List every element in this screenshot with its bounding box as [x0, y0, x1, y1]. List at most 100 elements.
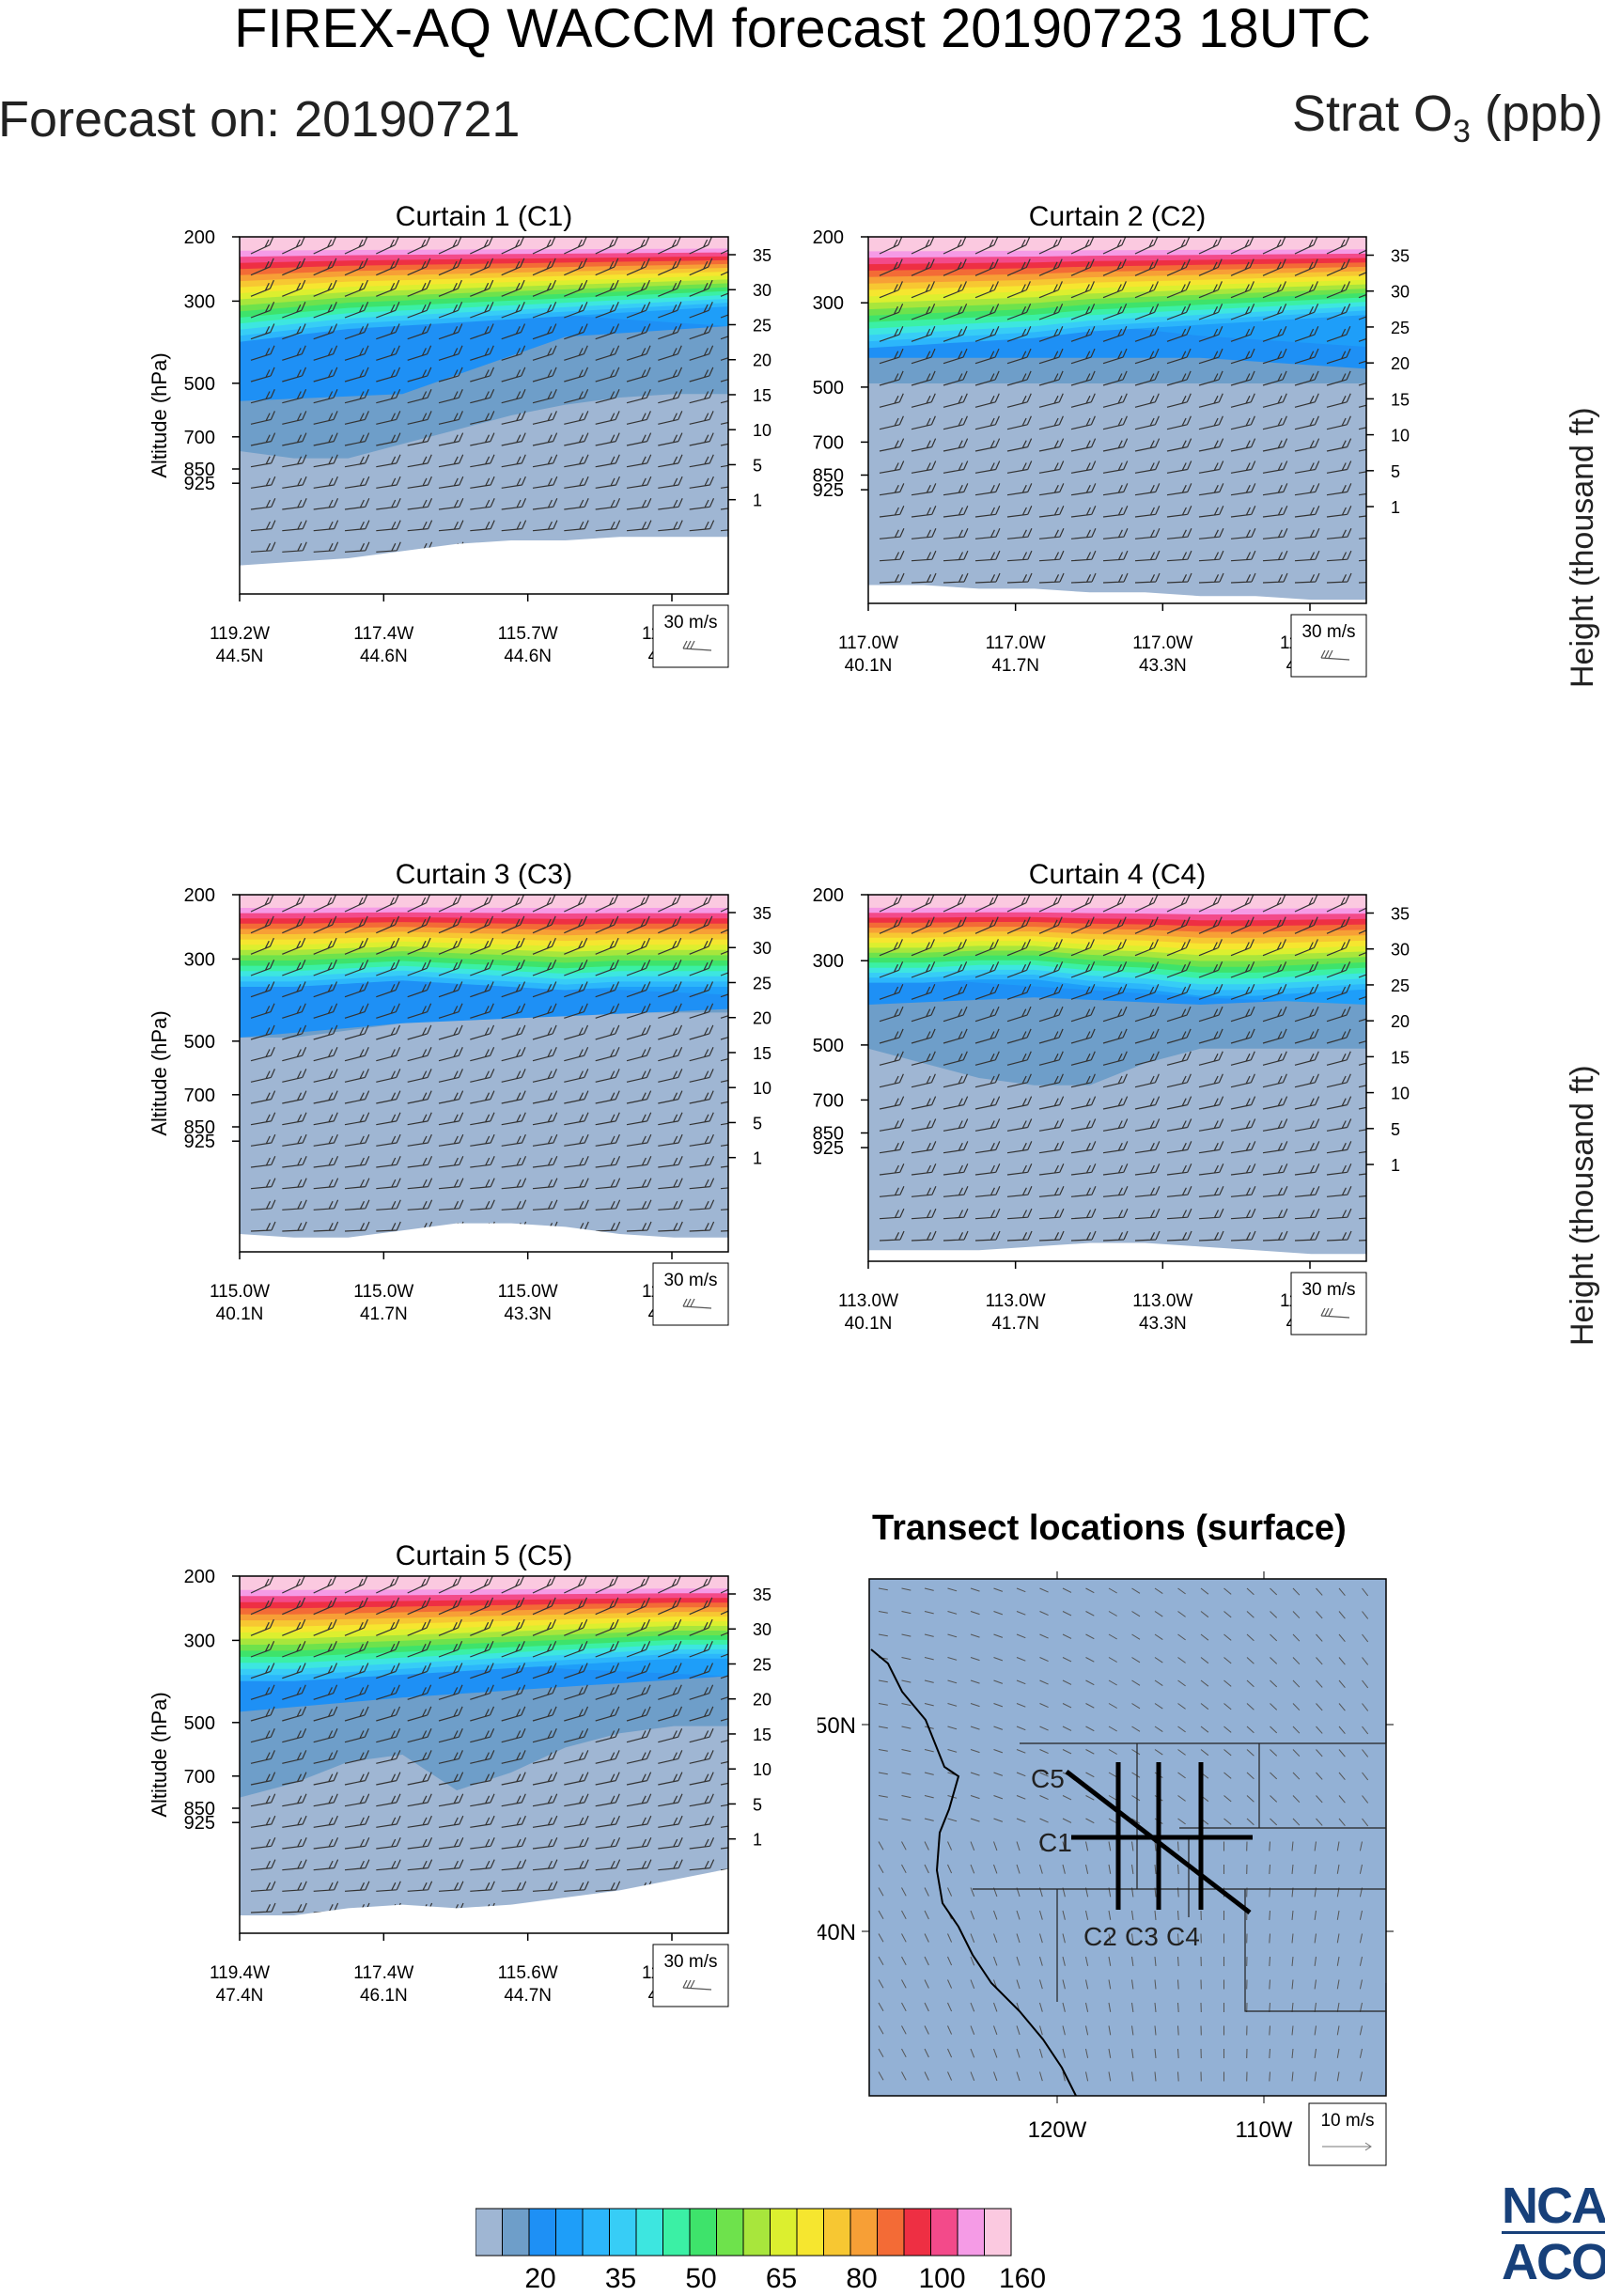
wind-reference-label: 30 m/s — [1301, 622, 1355, 642]
y-tick-label-left: 300 — [813, 951, 844, 972]
y-tick-label-right: 35 — [753, 1585, 771, 1604]
colorbar-cell — [850, 2209, 878, 2256]
y-tick-label-left: 500 — [813, 378, 844, 398]
x-tick-label-lon: 113.0W — [838, 1291, 898, 1311]
colorbar-cell — [878, 2209, 905, 2256]
map-wind-reference-label: 10 m/s — [1320, 2111, 1374, 2131]
wind-arrow — [1178, 1957, 1179, 1966]
y-tick-label-right: 5 — [1391, 462, 1400, 481]
y-tick-label-right: 25 — [1391, 976, 1410, 995]
x-tick-label-lat: 43.3N — [1139, 1314, 1187, 1334]
colorbar-cell — [475, 2209, 503, 2256]
transect-label: C2 — [1083, 1922, 1117, 1951]
y-tick-label-right: 10 — [753, 1760, 771, 1779]
map-wind-reference: 10 m/s — [1309, 2103, 1386, 2165]
variable-name: Strat O — [1292, 86, 1453, 142]
y-tick-label-left: 925 — [813, 1138, 844, 1159]
y-tick-label-right: 15 — [1391, 390, 1410, 409]
y-tick-label-right: 20 — [1391, 354, 1410, 373]
colorbar-cell — [985, 2209, 1012, 2256]
colorbar-cell — [529, 2209, 556, 2256]
colorbar-cell — [636, 2209, 663, 2256]
curtain-title: Curtain 2 (C2) — [1029, 201, 1206, 232]
curtain-title: Curtain 4 (C4) — [1029, 859, 1206, 890]
colorbar-cell — [556, 2209, 584, 2256]
lat-label: 40N — [818, 1920, 856, 1945]
colorbar-label: 160 — [999, 2263, 1046, 2291]
x-tick-label-lon: 117.0W — [838, 633, 898, 653]
y-tick-label-left: 500 — [813, 1036, 844, 1056]
colorbar-cell — [717, 2209, 744, 2256]
y-tick-label-left: 700 — [813, 432, 844, 453]
wind-reference-label: 30 m/s — [663, 1952, 717, 1972]
x-tick-label-lon: 117.4W — [353, 1963, 413, 1983]
y-tick-label-right: 35 — [1391, 905, 1410, 924]
y-tick-label-right: 15 — [1391, 1048, 1410, 1067]
y-tick-label-right: 1 — [1391, 498, 1400, 517]
colorbar-cell — [663, 2209, 691, 2256]
y-tick-label-left: 300 — [184, 1631, 215, 1651]
y-tick-label-right: 25 — [1391, 319, 1410, 337]
field-level-20 — [240, 1575, 728, 1590]
x-tick-label-lon: 117.0W — [986, 633, 1046, 653]
y-tick-label-right: 30 — [1391, 941, 1410, 960]
colorbar-cell — [771, 2209, 798, 2256]
transect-label: C5 — [1031, 1764, 1065, 1793]
wind-reference: 30 m/s — [653, 1945, 728, 2007]
colorbar-cell — [583, 2209, 610, 2256]
wind-arrow — [1178, 2049, 1179, 2058]
colorbar-cell — [931, 2209, 958, 2256]
x-tick-label-lon: 119.4W — [210, 1963, 270, 1983]
curtain-field — [868, 236, 1383, 605]
transect-label: C4 — [1166, 1922, 1200, 1951]
colorbar-cell — [824, 2209, 851, 2256]
x-tick-label-lat: 40.1N — [845, 1314, 893, 1334]
y-tick-label-left: 700 — [813, 1090, 844, 1111]
lon-label: 120W — [1028, 2117, 1087, 2143]
colorbar-cell — [797, 2209, 824, 2256]
x-tick-label-lon: 113.0W — [986, 1291, 1046, 1311]
ncar-logo: NCA ACO — [1502, 2173, 1605, 2291]
y-tick-label-right: 5 — [1391, 1120, 1400, 1139]
curtain-svg-c4: Curtain 4 (C4)20030050070085092535302520… — [0, 846, 1605, 1391]
lon-label: 110W — [1236, 2117, 1293, 2143]
plot-area: Curtain 2 (C2)20030050070085092535302520… — [813, 201, 1410, 677]
colorbar-label: 20 — [524, 2263, 555, 2291]
y-tick-label-right: 10 — [1391, 427, 1410, 445]
y-tick-label-left: 300 — [813, 293, 844, 314]
curtain-field — [868, 894, 1383, 1263]
y-tick-label-left: 200 — [813, 885, 844, 906]
colorbar-cell — [503, 2209, 530, 2256]
y-tick-label-right: 1 — [1391, 1156, 1400, 1175]
wind-reference: 30 m/s — [1291, 615, 1366, 677]
y-tick-label-right: 20 — [753, 1691, 771, 1710]
plot-area: Curtain 4 (C4)20030050070085092535302520… — [813, 859, 1410, 1335]
y-tick-label-right: 35 — [1391, 247, 1410, 266]
y-tick-label-right: 30 — [1391, 283, 1410, 302]
x-tick-label-lat: 46.1N — [360, 1986, 408, 2006]
colorbar-cell — [743, 2209, 771, 2256]
y-tick-label-right: 25 — [753, 1655, 771, 1674]
wind-arrow — [1178, 2026, 1179, 2036]
variable-subscript: 3 — [1453, 114, 1471, 149]
variable-unit: (ppb) — [1471, 86, 1603, 142]
y-tick-label-right: 15 — [753, 1726, 771, 1744]
colorbar-cell — [610, 2209, 637, 2256]
x-tick-label-lat: 43.3N — [1139, 656, 1187, 676]
wind-arrow — [1178, 1980, 1179, 1990]
wind-arrow — [1178, 1842, 1179, 1851]
field-level-20 — [868, 236, 1366, 251]
x-tick-label-lat: 41.7N — [991, 656, 1039, 676]
colorbar-label: 35 — [605, 2263, 636, 2291]
wind-arrow — [1178, 1865, 1179, 1874]
field-level-20 — [868, 894, 1366, 909]
y-axis-label: Altitude (hPa) — [148, 1692, 171, 1817]
y-tick-label-right: 30 — [753, 1620, 771, 1639]
y-tick-label-left: 500 — [184, 1713, 215, 1734]
y-tick-label-left: 925 — [813, 480, 844, 501]
